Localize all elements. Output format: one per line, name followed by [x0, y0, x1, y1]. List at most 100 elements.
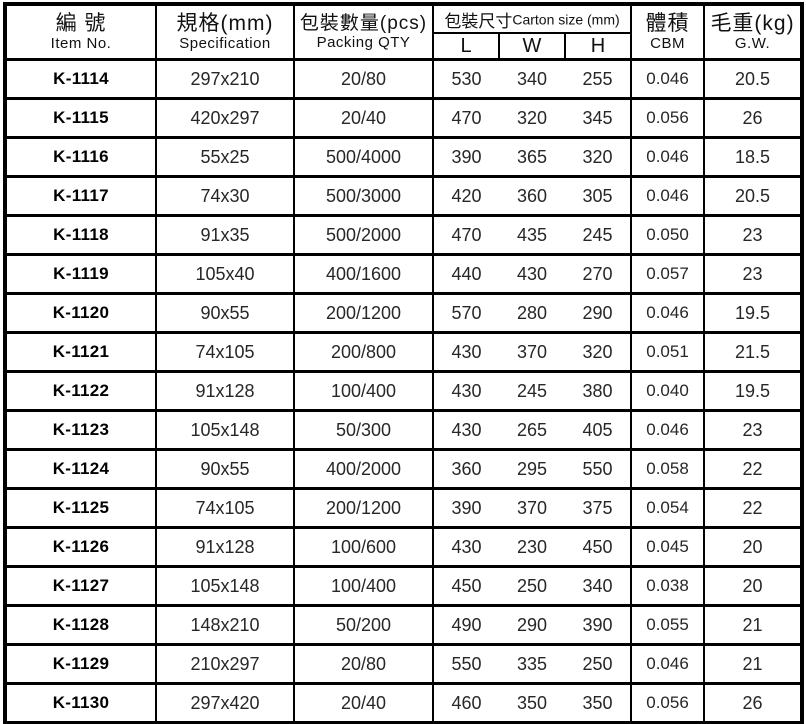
cell-packing-qty: 200/1200	[293, 487, 434, 529]
table-body: K-1114 297x210 20/80 530 340 255 0.046 2…	[4, 58, 804, 724]
cell-carton-h: 550	[565, 448, 633, 490]
header-carton-h: H	[563, 32, 633, 61]
cell-carton-l: 530	[432, 58, 499, 100]
cell-cbm: 0.055	[630, 604, 706, 646]
cell-specification: 105x148	[155, 409, 295, 451]
cell-gw: 21	[703, 604, 804, 646]
cell-gw: 23	[703, 214, 804, 256]
header-gw: 毛重(kg) G.W.	[703, 3, 804, 61]
table-row: K-1122 91x128 100/400 430 245 380 0.040 …	[4, 370, 804, 412]
cell-carton-w: 435	[499, 214, 565, 256]
cell-cbm: 0.045	[630, 526, 706, 568]
cell-cbm: 0.046	[630, 136, 706, 178]
header-packing-qty-en: Packing QTY	[316, 33, 411, 51]
cell-item-no: K-1117	[4, 175, 157, 217]
cell-cbm: 0.058	[630, 448, 706, 490]
cell-specification: 90x55	[155, 292, 295, 334]
cell-packing-qty: 400/2000	[293, 448, 434, 490]
cell-carton-w: 370	[499, 487, 565, 529]
cell-specification: 148x210	[155, 604, 295, 646]
cell-gw: 26	[703, 682, 804, 724]
cell-packing-qty: 500/2000	[293, 214, 434, 256]
cell-gw: 26	[703, 97, 804, 139]
cell-carton-l: 470	[432, 97, 499, 139]
cell-carton-w: 365	[499, 136, 565, 178]
cell-carton-w: 335	[499, 643, 565, 685]
header-gw-zh: 毛重(kg)	[710, 11, 795, 35]
cell-packing-qty: 200/800	[293, 331, 434, 373]
cell-carton-h: 250	[565, 643, 633, 685]
cell-item-no: K-1115	[4, 97, 157, 139]
cell-carton-l: 450	[432, 565, 499, 607]
cell-carton-w: 370	[499, 331, 565, 373]
cell-carton-h: 340	[565, 565, 633, 607]
header-carton-size: 包裝尺寸Carton size (mm)	[431, 3, 633, 34]
cell-carton-w: 265	[499, 409, 565, 451]
cell-packing-qty: 100/400	[293, 370, 434, 412]
cell-cbm: 0.046	[630, 409, 706, 451]
cell-packing-qty: 400/1600	[293, 253, 434, 295]
cell-cbm: 0.056	[630, 682, 706, 724]
cell-carton-l: 360	[432, 448, 499, 490]
cell-carton-l: 430	[432, 409, 499, 451]
cell-specification: 91x35	[155, 214, 295, 256]
cell-specification: 55x25	[155, 136, 295, 178]
table-row: K-1120 90x55 200/1200 570 280 290 0.046 …	[4, 292, 804, 334]
cell-carton-l: 420	[432, 175, 499, 217]
cell-carton-h: 350	[565, 682, 633, 724]
cell-carton-w: 430	[499, 253, 565, 295]
cell-packing-qty: 50/200	[293, 604, 434, 646]
cell-carton-l: 430	[432, 526, 499, 568]
cell-carton-h: 375	[565, 487, 633, 529]
cell-carton-l: 460	[432, 682, 499, 724]
cell-carton-h: 390	[565, 604, 633, 646]
cell-gw: 20	[703, 526, 804, 568]
header-item-no-zh: 編 號	[55, 11, 107, 35]
cell-item-no: K-1116	[4, 136, 157, 178]
cell-specification: 105x148	[155, 565, 295, 607]
cell-packing-qty: 100/600	[293, 526, 434, 568]
header-carton-size-en: Carton size (mm)	[512, 11, 620, 27]
header-packing-qty-zh: 包裝數量(pcs)	[299, 12, 428, 34]
cell-specification: 297x210	[155, 58, 295, 100]
cell-packing-qty: 100/400	[293, 565, 434, 607]
cell-specification: 297x420	[155, 682, 295, 724]
cell-specification: 74x30	[155, 175, 295, 217]
cell-carton-h: 290	[565, 292, 633, 334]
cell-gw: 22	[703, 487, 804, 529]
cell-specification: 91x128	[155, 370, 295, 412]
cell-carton-w: 280	[499, 292, 565, 334]
cell-item-no: K-1122	[4, 370, 157, 412]
cell-gw: 18.5	[703, 136, 804, 178]
cell-carton-l: 390	[432, 487, 499, 529]
cell-specification: 105x40	[155, 253, 295, 295]
cell-cbm: 0.040	[630, 370, 706, 412]
header-packing-qty: 包裝數量(pcs) Packing QTY	[293, 3, 434, 61]
table-row: K-1129 210x297 20/80 550 335 250 0.046 2…	[4, 643, 804, 685]
table-row: K-1128 148x210 50/200 490 290 390 0.055 …	[4, 604, 804, 646]
cell-gw: 20	[703, 565, 804, 607]
cell-carton-l: 490	[432, 604, 499, 646]
header-item-no-en: Item No.	[50, 34, 112, 52]
cell-carton-l: 430	[432, 331, 499, 373]
cell-item-no: K-1127	[4, 565, 157, 607]
table-row: K-1117 74x30 500/3000 420 360 305 0.046 …	[4, 175, 804, 217]
cell-specification: 210x297	[155, 643, 295, 685]
cell-cbm: 0.057	[630, 253, 706, 295]
cell-item-no: K-1123	[4, 409, 157, 451]
cell-carton-l: 550	[432, 643, 499, 685]
header-cbm: 體積 CBM	[630, 3, 706, 61]
cell-carton-w: 250	[499, 565, 565, 607]
table-row: K-1114 297x210 20/80 530 340 255 0.046 2…	[4, 58, 804, 100]
cell-carton-h: 305	[565, 175, 633, 217]
header-specification-en: Specification	[179, 34, 271, 52]
cell-carton-h: 270	[565, 253, 633, 295]
cell-packing-qty: 20/80	[293, 643, 434, 685]
cell-item-no: K-1124	[4, 448, 157, 490]
cell-carton-h: 345	[565, 97, 633, 139]
header-gw-en: G.W.	[734, 34, 771, 52]
cell-carton-w: 230	[499, 526, 565, 568]
cell-carton-h: 320	[565, 331, 633, 373]
cell-specification: 90x55	[155, 448, 295, 490]
